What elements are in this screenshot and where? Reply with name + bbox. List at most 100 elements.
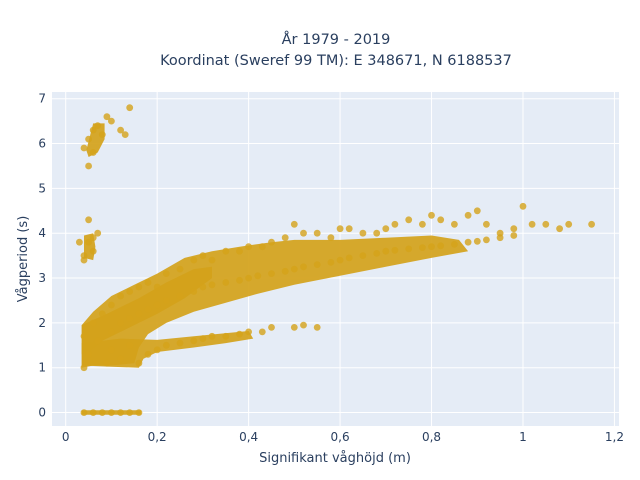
- data-point: [382, 225, 390, 233]
- data-point: [222, 332, 230, 340]
- data-point: [437, 216, 445, 224]
- data-point: [117, 355, 124, 363]
- y-tick-label: 0: [38, 406, 46, 420]
- data-point: [89, 126, 97, 134]
- data-point: [483, 220, 490, 228]
- x-tick-label: 1: [519, 430, 527, 444]
- data-point: [162, 341, 170, 349]
- data-point: [510, 225, 518, 233]
- data-point: [290, 265, 298, 273]
- data-point: [336, 256, 344, 264]
- data-point: [80, 409, 88, 416]
- x-tick-label: 1,2: [605, 430, 624, 444]
- data-point: [391, 246, 399, 254]
- data-point: [117, 126, 124, 134]
- data-point: [176, 292, 184, 300]
- data-point: [345, 225, 353, 233]
- data-point: [153, 283, 161, 291]
- data-point: [199, 335, 207, 342]
- data-point: [565, 220, 573, 228]
- x-tick-label: 0: [62, 430, 70, 444]
- dense-cloud-lower-branch: [81, 331, 254, 368]
- data-point: [85, 216, 92, 224]
- data-point: [464, 211, 472, 219]
- data-point: [373, 250, 381, 257]
- x-axis-ticks: 0 0,2 0,4 0,6 0,8 1 1,2: [62, 430, 624, 444]
- data-point: [162, 297, 170, 304]
- data-point: [117, 292, 124, 300]
- data-point: [108, 346, 115, 354]
- data-point: [451, 241, 458, 248]
- data-point: [428, 211, 435, 219]
- data-point: [419, 220, 426, 228]
- y-tick-label: 7: [38, 92, 46, 106]
- data-point: [98, 310, 106, 318]
- data-point: [245, 274, 253, 282]
- data-point: [313, 229, 321, 237]
- data-point: [94, 122, 102, 129]
- dense-cloud-high-period: [86, 123, 105, 157]
- data-point: [464, 238, 472, 246]
- data-point: [208, 281, 216, 289]
- data-point: [126, 315, 134, 322]
- data-point: [222, 247, 230, 255]
- data-point: [428, 243, 435, 251]
- data-point: [519, 202, 527, 210]
- data-point: [359, 229, 367, 237]
- x-tick-label: 0,4: [239, 430, 258, 444]
- data-point: [199, 283, 207, 291]
- data-point: [85, 238, 92, 246]
- data-point: [162, 270, 170, 277]
- data-point: [85, 135, 92, 143]
- data-point: [300, 321, 307, 329]
- data-point: [405, 216, 413, 224]
- chart-title: År 1979 - 2019: [282, 31, 391, 48]
- data-point: [80, 144, 88, 152]
- x-axis-title: Signifikant våghöjd (m): [259, 451, 411, 466]
- data-point: [258, 328, 266, 336]
- y-axis-ticks: 0 1 2 3 4 5 6 7: [38, 92, 46, 420]
- data-point: [117, 319, 124, 327]
- data-point: [208, 256, 216, 264]
- data-point: [108, 409, 115, 416]
- data-point: [76, 238, 83, 246]
- data-point: [103, 359, 111, 367]
- data-point: [483, 236, 490, 244]
- data-point: [208, 332, 216, 340]
- data-point: [89, 319, 97, 327]
- data-point: [135, 409, 143, 416]
- y-tick-label: 6: [38, 137, 46, 151]
- data-point: [300, 263, 307, 271]
- data-point: [496, 234, 504, 242]
- data-point: [313, 261, 321, 268]
- data-point: [121, 131, 129, 139]
- data-point: [126, 288, 134, 295]
- data-point: [117, 409, 124, 416]
- data-point: [176, 265, 184, 273]
- grid: [52, 92, 619, 426]
- data-point: [89, 409, 97, 416]
- y-tick-label: 4: [38, 226, 46, 240]
- data-point: [300, 229, 307, 237]
- data-point: [345, 254, 353, 262]
- data-point: [108, 117, 115, 125]
- data-point: [144, 350, 152, 358]
- x-tick-label: 0,2: [148, 430, 167, 444]
- data-point: [94, 229, 102, 237]
- data-point: [190, 288, 198, 295]
- data-point: [268, 238, 275, 246]
- data-point: [382, 247, 390, 255]
- data-point: [135, 359, 143, 367]
- data-point: [94, 337, 102, 345]
- data-point: [98, 409, 106, 416]
- data-point: [290, 324, 298, 331]
- data-point: [313, 324, 321, 331]
- y-tick-label: 3: [38, 271, 46, 285]
- data-point: [245, 243, 253, 251]
- data-point: [199, 252, 207, 259]
- x-tick-label: 0,6: [331, 430, 350, 444]
- data-point: [80, 332, 88, 340]
- data-point: [85, 162, 92, 170]
- data-point: [153, 346, 161, 354]
